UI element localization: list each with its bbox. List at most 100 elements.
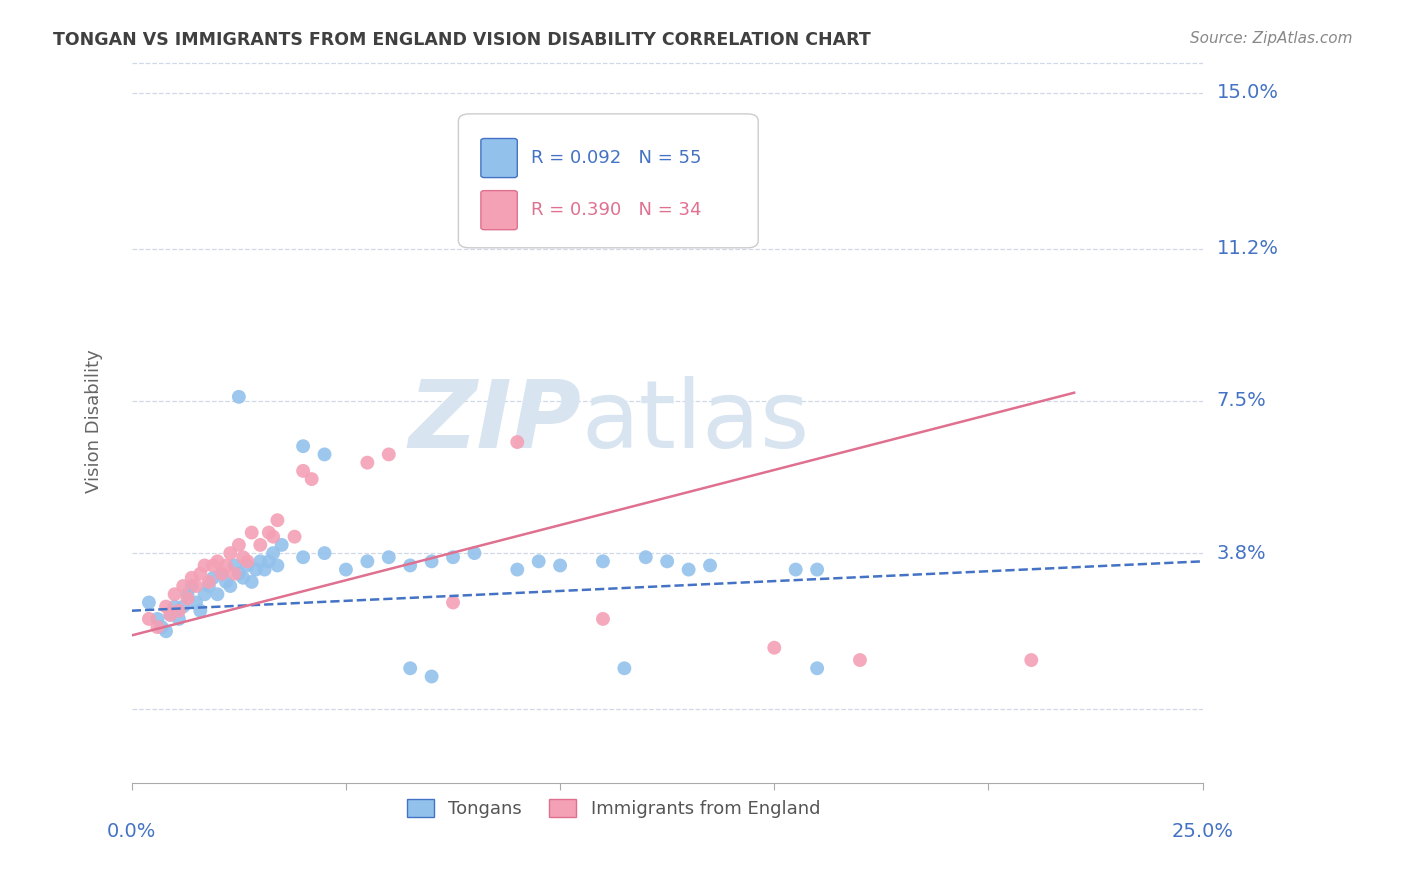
Point [249, 538, 271, 552]
Text: R = 0.092   N = 55: R = 0.092 N = 55 [531, 149, 702, 167]
Point [211, 566, 233, 581]
Point [292, 464, 315, 478]
Text: 0.0%: 0.0% [107, 822, 156, 841]
Point [198, 579, 221, 593]
Point [763, 640, 786, 655]
Point [215, 558, 238, 573]
Point [356, 554, 378, 568]
Point [592, 554, 614, 568]
Point [228, 390, 250, 404]
Point [138, 595, 160, 609]
Point [146, 620, 169, 634]
Point [150, 620, 173, 634]
Point [159, 607, 181, 622]
Point [172, 579, 194, 593]
Point [266, 513, 288, 527]
Point [506, 563, 529, 577]
Point [634, 550, 657, 565]
Point [257, 525, 280, 540]
Text: 11.2%: 11.2% [1216, 239, 1278, 259]
Point [657, 554, 679, 568]
Point [194, 587, 217, 601]
Point [240, 525, 263, 540]
Point [249, 554, 271, 568]
Point [240, 574, 263, 589]
FancyBboxPatch shape [481, 138, 517, 178]
Point [266, 558, 288, 573]
Point [138, 612, 160, 626]
Point [613, 661, 636, 675]
Point [228, 538, 250, 552]
Point [292, 550, 315, 565]
Point [236, 554, 259, 568]
Point [292, 439, 315, 453]
Point [224, 558, 246, 573]
Point [232, 550, 254, 565]
Point [236, 558, 259, 573]
Point [506, 435, 529, 450]
Text: 15.0%: 15.0% [1216, 83, 1278, 102]
Point [527, 554, 550, 568]
Point [257, 554, 280, 568]
Text: ZIP: ZIP [409, 376, 582, 467]
FancyBboxPatch shape [458, 114, 758, 248]
Point [155, 624, 177, 639]
Point [163, 599, 186, 614]
Point [463, 546, 485, 560]
Point [849, 653, 872, 667]
Point [176, 587, 198, 601]
Point [314, 546, 336, 560]
Point [167, 612, 190, 626]
Point [219, 579, 242, 593]
Text: TONGAN VS IMMIGRANTS FROM ENGLAND VISION DISABILITY CORRELATION CHART: TONGAN VS IMMIGRANTS FROM ENGLAND VISION… [53, 31, 872, 49]
Point [159, 607, 181, 622]
Point [262, 546, 284, 560]
Text: R = 0.390   N = 34: R = 0.390 N = 34 [531, 202, 702, 219]
Point [314, 447, 336, 461]
Point [262, 530, 284, 544]
Point [228, 566, 250, 581]
Point [202, 571, 225, 585]
Point [207, 554, 229, 568]
Point [335, 563, 357, 577]
Point [219, 546, 242, 560]
Y-axis label: Vision Disability: Vision Disability [86, 350, 103, 493]
Point [172, 599, 194, 614]
Point [180, 571, 202, 585]
FancyBboxPatch shape [481, 191, 517, 230]
Point [202, 558, 225, 573]
Point [245, 563, 267, 577]
Point [592, 612, 614, 626]
Point [215, 574, 238, 589]
Point [270, 538, 292, 552]
Point [806, 563, 828, 577]
Point [188, 566, 211, 581]
Point [198, 574, 221, 589]
Point [1019, 653, 1042, 667]
Point [232, 571, 254, 585]
Point [167, 604, 190, 618]
Point [678, 563, 700, 577]
Point [155, 599, 177, 614]
Point [211, 566, 233, 581]
Text: 25.0%: 25.0% [1171, 822, 1233, 841]
Text: atlas: atlas [582, 376, 810, 467]
Point [441, 595, 464, 609]
Point [399, 558, 422, 573]
Point [301, 472, 323, 486]
Point [184, 579, 207, 593]
Point [356, 456, 378, 470]
Point [399, 661, 422, 675]
Point [378, 550, 401, 565]
Legend: Tongans, Immigrants from England: Tongans, Immigrants from England [399, 791, 828, 825]
Point [420, 669, 443, 683]
Point [785, 563, 807, 577]
Point [806, 661, 828, 675]
Point [420, 554, 443, 568]
Point [283, 530, 305, 544]
Point [176, 591, 198, 606]
Point [188, 604, 211, 618]
Text: 7.5%: 7.5% [1216, 392, 1267, 410]
Point [441, 550, 464, 565]
Point [146, 612, 169, 626]
